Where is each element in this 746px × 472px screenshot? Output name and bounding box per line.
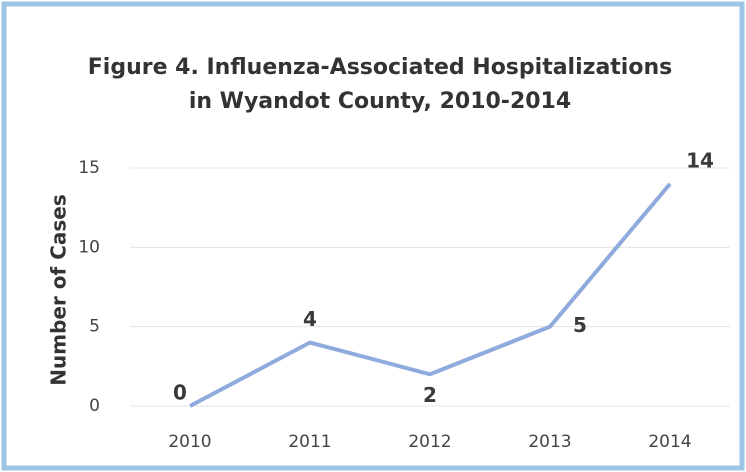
data-label: 0 [173,381,187,405]
x-tick-label: 2013 [528,432,571,452]
x-tick-label: 2012 [408,432,451,452]
x-tick-label: 2014 [648,432,691,452]
y-axis-label: Number of Cases [47,194,71,385]
chart-title: Figure 4. Influenza-Associated Hospitali… [88,55,672,80]
data-label: 5 [573,313,587,337]
y-tick-label: 0 [89,396,100,416]
y-tick-label: 10 [78,237,100,257]
x-tick-label: 2010 [168,432,211,452]
data-label: 2 [423,383,437,407]
line [189,182,672,408]
y-tick-label: 15 [78,158,100,178]
x-tick-label: 2011 [288,432,331,452]
data-label: 4 [303,307,317,331]
data-label: 14 [686,148,714,172]
y-tick-label: 5 [89,317,100,337]
chart-subtitle: in Wyandot County, 2010-2014 [189,89,571,114]
